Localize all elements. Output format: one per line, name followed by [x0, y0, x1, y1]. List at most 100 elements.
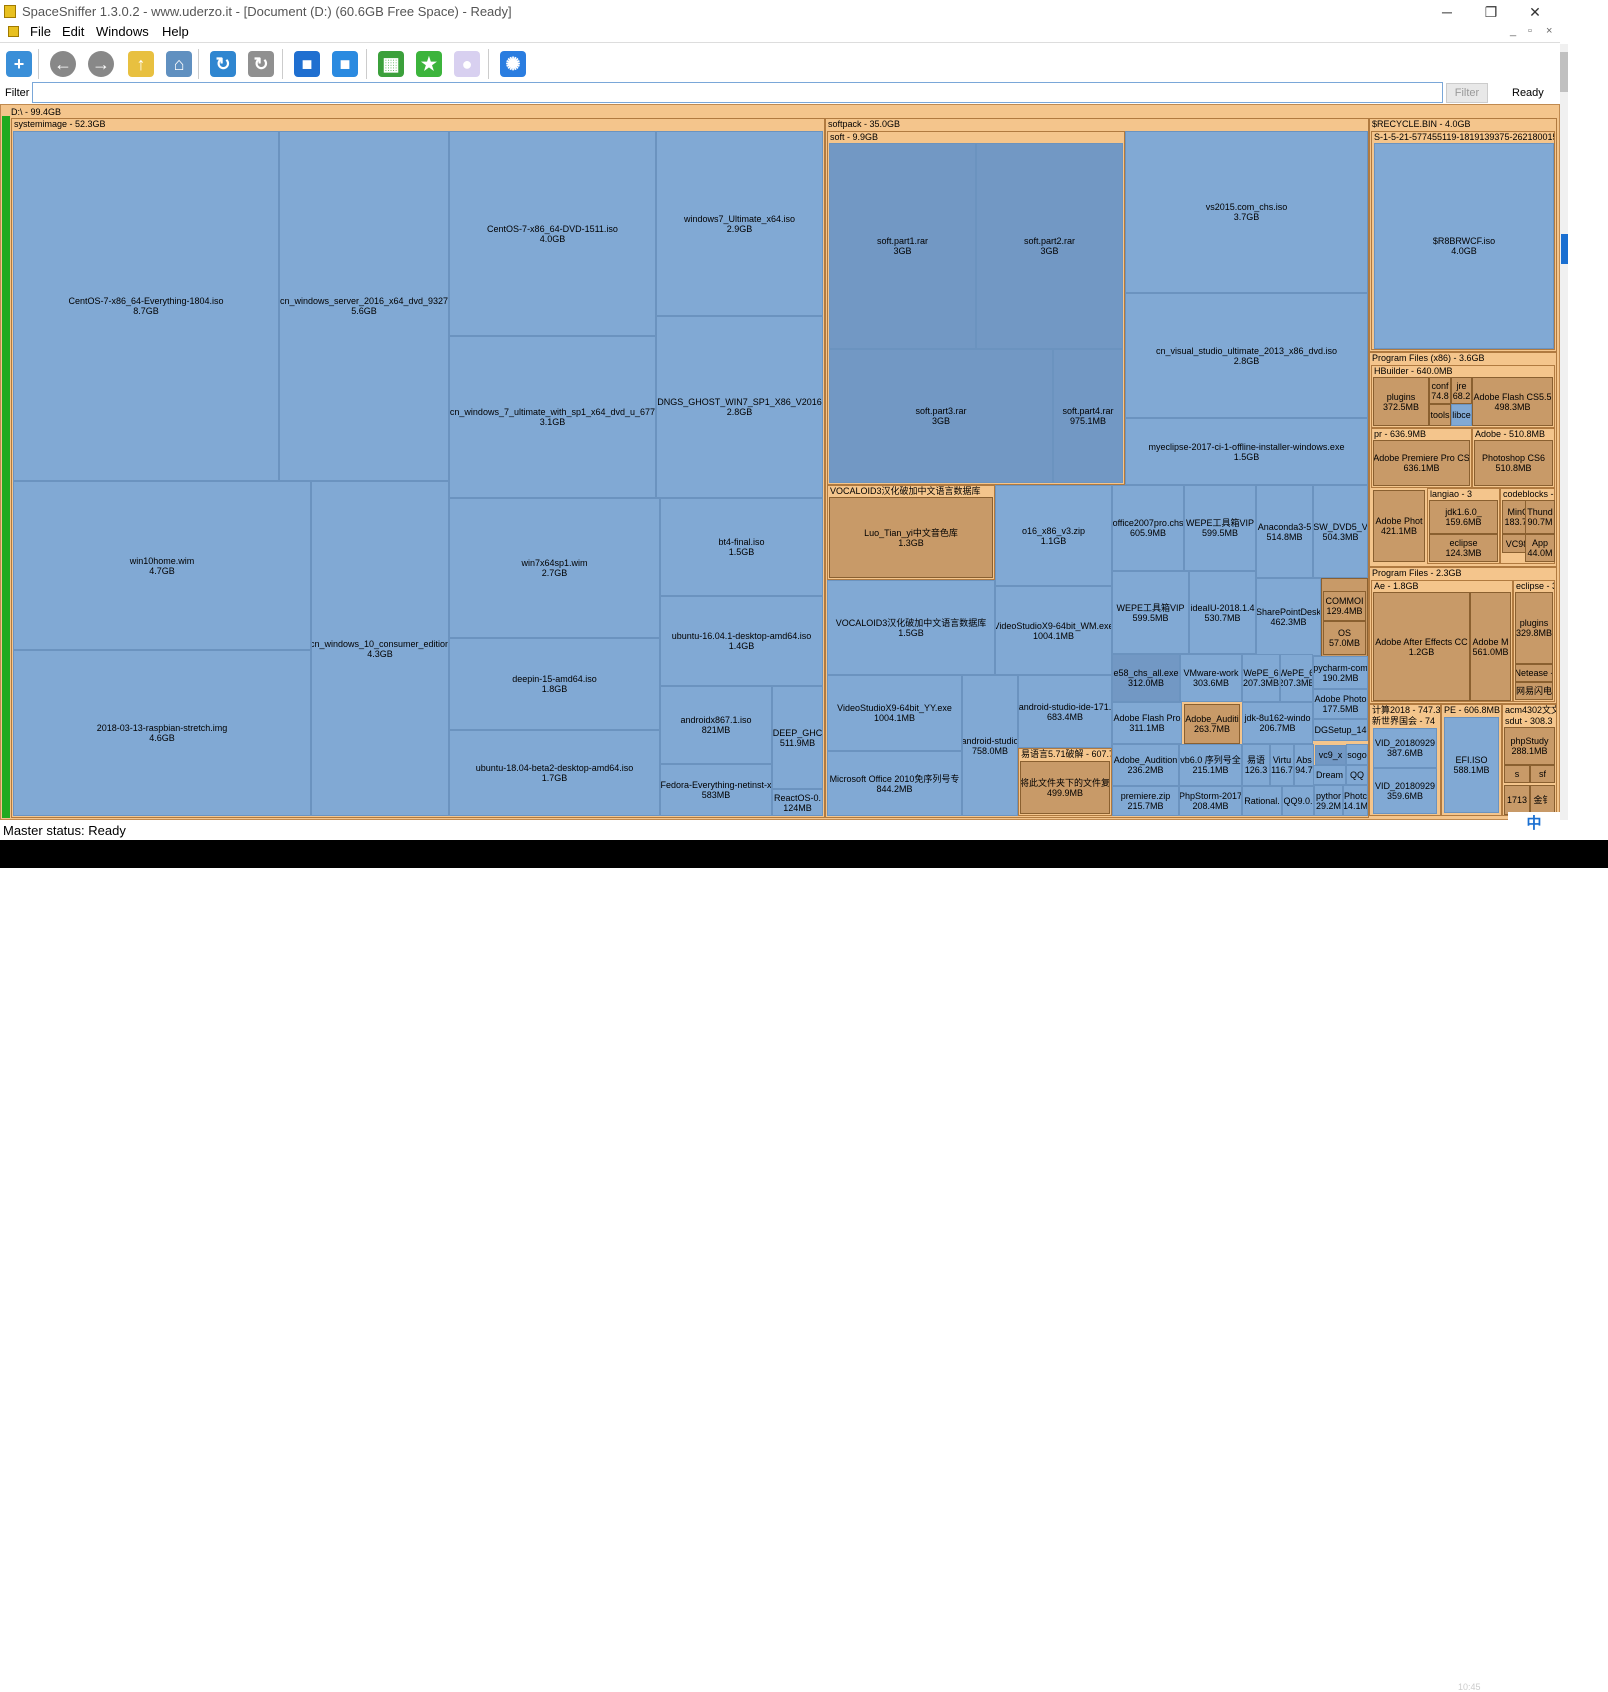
tile-win7-ult[interactable]: windows7_Ultimate_x64.iso 2.9GB	[656, 131, 823, 316]
tile-efi[interactable]: EFI.ISO 588.1MB	[1444, 717, 1499, 813]
tile-qianfeng[interactable]: 金钅	[1530, 785, 1555, 815]
tile-adobephot[interactable]: Adobe Phot 421.1MB	[1373, 490, 1425, 562]
back-button[interactable]: ←	[46, 47, 80, 81]
tile-raspbian[interactable]: 2018-03-13-raspbian-stretch.img 4.6GB	[13, 650, 311, 816]
tile-jre[interactable]: jre 68.2	[1451, 377, 1472, 404]
tile-jdk16[interactable]: jdk1.6.0_ 159.6MB	[1429, 500, 1498, 534]
tile-swdvd[interactable]: SW_DVD5_V 504.3MB	[1313, 485, 1368, 578]
tile-pycharm[interactable]: pycharm-com 190.2MB	[1313, 656, 1368, 689]
tile-phpstudy[interactable]: phpStudy 288.1MB	[1504, 727, 1555, 765]
tile-win7sp1[interactable]: win7x64sp1.wim 2.7GB	[449, 498, 660, 638]
tile-soft2[interactable]: soft.part2.rar 3GB	[976, 143, 1123, 349]
tile-eclipse-s[interactable]: eclipse 124.3MB	[1429, 534, 1498, 562]
tile-abs[interactable]: Abs 94.7	[1294, 744, 1314, 786]
tile-ubuntu18[interactable]: ubuntu-18.04-beta2-desktop-amd64.iso 1.7G…	[449, 730, 660, 816]
tile-vs2013[interactable]: cn_visual_studio_ultimate_2013_x86_dvd.i…	[1125, 293, 1368, 418]
tile-dgsetup[interactable]: DGSetup_14	[1313, 719, 1368, 741]
tile-cn-server[interactable]: cn_windows_server_2016_x64_dvd_9327 5.6GB	[279, 131, 449, 481]
tile-flashcs5[interactable]: Adobe Flash CS5.5 498.3MB	[1472, 377, 1553, 426]
tile-rbwcf[interactable]: $R8BRWCF.iso 4.0GB	[1374, 143, 1554, 349]
tile-premiere-cs[interactable]: Adobe Premiere Pro CS 636.1MB	[1373, 440, 1470, 486]
tile-androidx86[interactable]: androidx867.1.iso 821MB	[660, 686, 772, 764]
tile-sogou[interactable]: sogo	[1346, 744, 1368, 765]
tile-vid1[interactable]: VID_20180929 387.6MB	[1373, 728, 1437, 768]
tile-tools[interactable]: tools	[1429, 404, 1451, 426]
refresh-all-button[interactable]: ↻	[244, 47, 278, 81]
tile-plugins1[interactable]: plugins 372.5MB	[1373, 377, 1429, 426]
folder-up-button[interactable]: ↑	[124, 47, 158, 81]
tile-fedora[interactable]: Fedora-Everything-netinst-x 583MB	[660, 764, 772, 816]
filter-input[interactable]	[32, 82, 1443, 103]
tile-wepe2[interactable]: WEPE工具箱VIP 599.5MB	[1112, 571, 1189, 654]
tile-anaconda[interactable]: Anaconda3-5 514.8MB	[1256, 485, 1313, 578]
tile-android-ide[interactable]: android-studio-ide-171. 683.4MB	[1018, 675, 1112, 748]
blocks-button[interactable]: ▦	[374, 47, 408, 81]
tile-vs2015[interactable]: vs2015.com_chs.iso 3.7GB	[1125, 131, 1368, 293]
tile-wepe-s2[interactable]: WePE_6 207.3MB	[1280, 654, 1313, 702]
tile-python[interactable]: pythor 29.2M	[1314, 785, 1343, 816]
tile-virtual[interactable]: Virtu 116.7	[1270, 744, 1294, 786]
tile-wepe-s1[interactable]: WePE_6 207.3MB	[1242, 654, 1280, 702]
tile-qq90[interactable]: QQ9.0.	[1282, 786, 1314, 816]
tile-luotianyi[interactable]: Luo_Tian_yi中文音色库 1.3GB	[829, 497, 993, 578]
tile-audition-b[interactable]: Adobe_Audition 236.2MB	[1112, 744, 1179, 786]
tile-phpstorm[interactable]: PhpStorm-2017 208.4MB	[1179, 786, 1242, 816]
tile-centos-all[interactable]: CentOS-7-x86_64-Everything-1804.iso 8.7GB	[13, 131, 279, 481]
tile-photoshop[interactable]: Photoshop CS6 510.8MB	[1474, 440, 1553, 486]
tile-os[interactable]: OS 57.0MB	[1323, 621, 1366, 655]
tile-sf[interactable]: sf	[1530, 765, 1555, 783]
tile-sharepoint[interactable]: SharePointDesk 462.3MB	[1256, 578, 1321, 656]
tile-dngs[interactable]: DNGS_GHOST_WIN7_SP1_X86_V2016 2.8GB	[656, 316, 823, 498]
tile-ae-cc[interactable]: Adobe After Effects CC 1.2GB	[1373, 592, 1470, 701]
ime-indicator[interactable]: 中	[1508, 812, 1560, 838]
tile-rational[interactable]: Rational.	[1242, 786, 1282, 816]
restore-button[interactable]: ❐	[1484, 4, 1498, 20]
tile-cn-win10[interactable]: cn_windows_10_consumer_edition 4.3GB	[311, 481, 449, 816]
tile-soft1[interactable]: soft.part1.rar 3GB	[829, 143, 976, 349]
menu-file[interactable]: File	[30, 24, 51, 39]
tile-centos-dvd[interactable]: CentOS-7-x86_64-DVD-1511.iso 4.0GB	[449, 131, 656, 336]
tile-s1[interactable]: s	[1504, 765, 1530, 783]
refresh-button[interactable]: ↻	[206, 47, 240, 81]
tile-thund[interactable]: Thund 90.7M	[1525, 500, 1555, 534]
tile-audition-o[interactable]: Adobe_Auditi 263.7MB	[1184, 704, 1240, 744]
menu-windows[interactable]: Windows	[96, 24, 149, 39]
zoom-out-cube-button[interactable]: ■	[328, 47, 362, 81]
tile-vsx9-yy[interactable]: VideoStudioX9-64bit_YY.exe 1004.1MB	[827, 675, 962, 751]
tile-flashpro[interactable]: Adobe Flash Pro 311.1MB	[1112, 702, 1182, 744]
mdi-close-button[interactable]: ×	[1546, 25, 1553, 37]
zoom-in-cube-button[interactable]: ■	[290, 47, 324, 81]
tile-n1713[interactable]: 1713	[1504, 785, 1530, 815]
tile-app[interactable]: App 44.0M	[1525, 534, 1555, 562]
tile-photc[interactable]: Photc 14.1M	[1343, 785, 1368, 816]
tile-android-studio[interactable]: android-studio 758.0MB	[962, 675, 1018, 816]
tile-conf[interactable]: conf 74.8	[1429, 377, 1451, 404]
tile-bt4[interactable]: bt4-final.iso 1.5GB	[660, 498, 823, 596]
forward-button[interactable]: →	[84, 47, 118, 81]
mdi-restore-button[interactable]: ▫	[1528, 25, 1532, 37]
tile-soft3[interactable]: soft.part3.rar 3GB	[829, 349, 1053, 483]
tile-wepe1[interactable]: WEPE工具箱VIP 599.5MB	[1184, 485, 1256, 571]
tile-o16[interactable]: o16_x86_v3.zip 1.1GB	[995, 485, 1112, 586]
tile-vc9[interactable]: vc9_x	[1315, 745, 1346, 765]
tile-cn-win7[interactable]: cn_windows_7_ultimate_with_sp1_x64_dvd_u…	[449, 336, 656, 498]
tile-vid2[interactable]: VID_20180929 359.6MB	[1373, 768, 1437, 814]
tile-vocaloid[interactable]: VOCALOID3汉化破加中文语言数据库 1.5GB	[827, 580, 995, 675]
tile-ubuntu16[interactable]: ubuntu-16.04.1-desktop-amd64.iso 1.4GB	[660, 596, 823, 686]
tile-e58[interactable]: e58_chs_all.exe 312.0MB	[1112, 654, 1180, 702]
tile-yiyu-small[interactable]: 易语 126.3	[1242, 744, 1270, 786]
minimize-button[interactable]: ─	[1442, 4, 1452, 20]
tile-vmware[interactable]: VMware-work 303.6MB	[1180, 654, 1242, 702]
tile-deep-ghost[interactable]: DEEP_GHC 511.9MB	[772, 686, 823, 789]
mdi-minimize-button[interactable]: _	[1510, 25, 1517, 37]
tile-deepin[interactable]: deepin-15-amd64.iso 1.8GB	[449, 638, 660, 730]
close-button[interactable]: ✕	[1529, 4, 1541, 20]
tile-photo1[interactable]: Adobe Photo 177.5MB	[1313, 689, 1368, 719]
new-document-button[interactable]: +	[2, 47, 36, 81]
tile-adobe-m[interactable]: Adobe M 561.0MB	[1470, 592, 1511, 701]
ghost-button[interactable]: ●	[450, 47, 484, 81]
tile-vsx9-wm[interactable]: VideoStudioX9-64bit_WM.exe 1004.1MB	[995, 586, 1112, 675]
tile-soft4[interactable]: soft.part4.rar 975.1MB	[1053, 349, 1123, 483]
tile-ideaiu[interactable]: ideaIU-2018.1.4 530.7MB	[1189, 571, 1256, 654]
tile-wangyi[interactable]: 网易闪电	[1515, 682, 1553, 700]
